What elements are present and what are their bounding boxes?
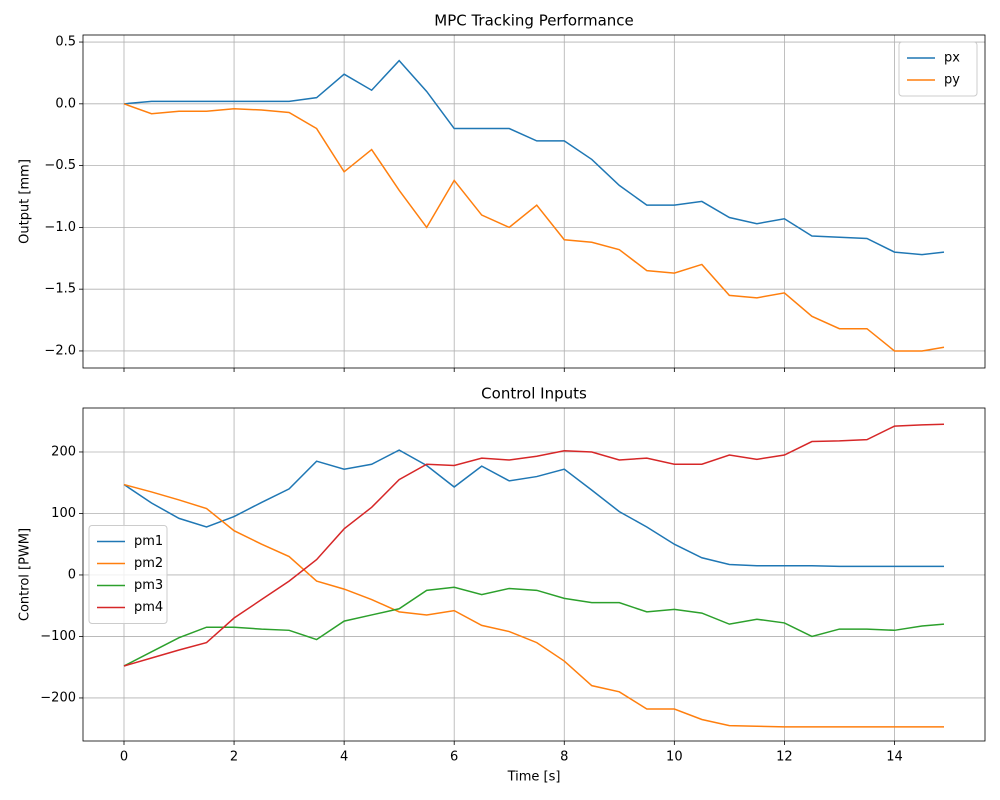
y-tick-label: −2.0 <box>44 343 76 358</box>
y-tick-label: −0.5 <box>44 158 76 173</box>
legend-label: pm1 <box>134 534 163 549</box>
data-line <box>123 423 945 667</box>
y-tick-label: 0 <box>68 567 76 582</box>
y-axis-label: Output [mm] <box>18 159 33 244</box>
plot-frame <box>82 407 986 742</box>
x-tick-label: 12 <box>776 750 793 765</box>
legend-label: py <box>944 73 960 88</box>
plot-frame <box>82 34 986 369</box>
data-line <box>123 586 945 667</box>
y-tick-label: 200 <box>51 444 76 459</box>
x-tick-label: 14 <box>886 750 903 765</box>
x-tick-label: 2 <box>230 750 238 765</box>
y-tick-label: −200 <box>40 690 76 705</box>
y-tick-label: −100 <box>40 629 76 644</box>
chart-title: MPC Tracking Performance <box>434 12 634 30</box>
legend-label: pm4 <box>134 600 163 615</box>
x-tick-label: 8 <box>560 750 568 765</box>
y-tick-label: −1.5 <box>44 282 76 297</box>
data-line <box>123 483 944 728</box>
x-axis-label: Time [s] <box>507 770 561 785</box>
x-tick-label: 4 <box>340 750 348 765</box>
x-tick-label: 0 <box>120 750 128 765</box>
legend-label: px <box>944 51 960 66</box>
legend-label: pm3 <box>134 578 163 593</box>
data-line <box>123 59 945 256</box>
x-tick-label: 10 <box>666 750 683 765</box>
data-line <box>123 103 945 352</box>
y-tick-label: 0.5 <box>55 35 76 50</box>
chart-title: Control Inputs <box>481 385 587 403</box>
y-axis-label: Control [PWM] <box>18 528 33 621</box>
legend-box <box>88 525 168 624</box>
legend-label: pm2 <box>134 556 163 571</box>
y-tick-label: −1.0 <box>44 220 76 235</box>
data-line <box>123 449 944 568</box>
x-tick-label: 6 <box>450 750 458 765</box>
y-tick-label: 0.0 <box>55 96 76 111</box>
legend-box <box>898 41 978 97</box>
y-tick-label: 100 <box>51 506 76 521</box>
